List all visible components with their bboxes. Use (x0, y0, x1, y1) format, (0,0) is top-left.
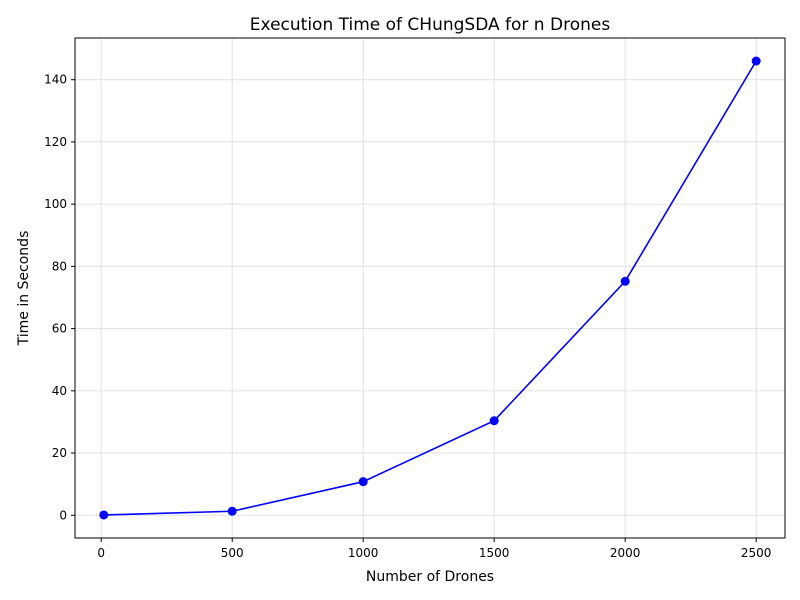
data-point (751, 56, 761, 66)
y-tick-label: 20 (52, 446, 67, 460)
chart-title: Execution Time of CHungSDA for n Drones (250, 15, 611, 35)
x-axis-ticks: 0 500 1000 1500 2000 2500 (97, 538, 771, 560)
y-tick-label: 100 (44, 197, 67, 211)
y-tick-label: 60 (52, 322, 67, 336)
y-tick-label: 0 (59, 508, 67, 522)
data-point (99, 510, 109, 520)
y-tick-label: 120 (44, 135, 67, 149)
x-axis-label: Number of Drones (366, 569, 494, 585)
series-line (103, 60, 757, 516)
data-point (489, 416, 499, 426)
x-tick-label: 500 (221, 546, 244, 560)
x-tick-label: 0 (97, 546, 105, 560)
x-tick-label: 2500 (741, 546, 772, 560)
data-point (358, 477, 368, 487)
x-tick-label: 2000 (610, 546, 641, 560)
series-layer (99, 56, 761, 520)
x-tick-label: 1500 (479, 546, 510, 560)
y-tick-label: 140 (44, 73, 67, 87)
data-point (227, 506, 237, 516)
x-tick-label: 1000 (348, 546, 379, 560)
grid (75, 38, 785, 538)
y-tick-label: 40 (52, 384, 67, 398)
data-point (620, 276, 630, 286)
y-axis-ticks: 0 20 40 60 80 100 120 140 (44, 73, 75, 522)
plot-frame (74, 37, 786, 539)
y-tick-label: 80 (52, 259, 67, 273)
y-axis-label: Time in Seconds (16, 231, 32, 347)
